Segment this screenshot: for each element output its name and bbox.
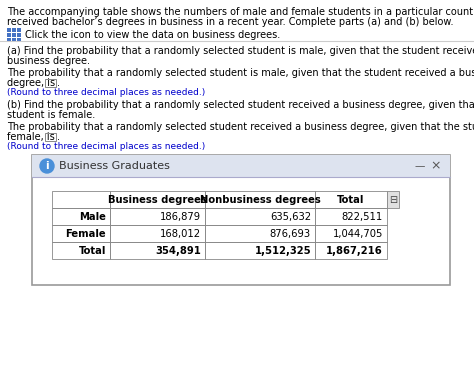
Text: 1,512,325: 1,512,325 — [255, 245, 311, 256]
Text: The probability that a randomly selected student is male, given that the student: The probability that a randomly selected… — [7, 68, 474, 78]
Bar — [7, 33, 11, 37]
Text: (a) Find the probability that a randomly selected student is male, given that th: (a) Find the probability that a randomly… — [7, 46, 474, 56]
Text: 168,012: 168,012 — [160, 229, 201, 238]
Text: Male: Male — [79, 212, 106, 221]
Text: ⊟: ⊟ — [389, 194, 397, 205]
Text: 635,632: 635,632 — [270, 212, 311, 221]
Circle shape — [40, 159, 54, 173]
Bar — [12, 38, 16, 42]
Bar — [110, 208, 205, 225]
Text: 822,511: 822,511 — [342, 212, 383, 221]
Text: Click the icon to view the data on business degrees.: Click the icon to view the data on busin… — [25, 30, 280, 40]
Text: The probability that a randomly selected student received a business degree, giv: The probability that a randomly selected… — [7, 122, 474, 132]
Bar — [46, 79, 56, 87]
Bar — [110, 242, 205, 259]
Bar — [17, 33, 21, 37]
Bar — [17, 28, 21, 32]
Bar — [52, 242, 110, 259]
Bar — [17, 38, 21, 42]
Bar — [110, 191, 205, 208]
Bar — [205, 191, 315, 208]
Bar — [32, 155, 450, 177]
Text: (Round to three decimal places as needed.): (Round to three decimal places as needed… — [7, 88, 205, 97]
Bar — [387, 191, 399, 208]
Text: student is female.: student is female. — [7, 110, 95, 120]
Text: 1,867,216: 1,867,216 — [326, 245, 383, 256]
Text: business degree.: business degree. — [7, 56, 90, 66]
Bar — [52, 225, 110, 242]
Text: 186,879: 186,879 — [160, 212, 201, 221]
Bar — [315, 208, 387, 225]
Text: Business degrees: Business degrees — [108, 194, 207, 205]
Bar — [12, 28, 16, 32]
Bar — [52, 191, 110, 208]
Text: (b) Find the probability that a randomly selected student received a business de: (b) Find the probability that a randomly… — [7, 100, 474, 110]
Bar — [7, 38, 11, 42]
Text: Nonbusiness degrees: Nonbusiness degrees — [200, 194, 320, 205]
Text: —: — — [415, 161, 425, 171]
Bar — [315, 225, 387, 242]
Bar — [205, 208, 315, 225]
Bar — [205, 225, 315, 242]
Text: Female: Female — [65, 229, 106, 238]
Text: (Round to three decimal places as needed.): (Round to three decimal places as needed… — [7, 142, 205, 151]
Text: i: i — [45, 161, 49, 171]
Bar — [52, 208, 110, 225]
Text: ×: × — [431, 160, 441, 172]
Text: .: . — [57, 78, 61, 88]
Text: Total: Total — [79, 245, 106, 256]
Bar — [110, 225, 205, 242]
Bar — [7, 28, 11, 32]
Text: 354,891: 354,891 — [155, 245, 201, 256]
Text: 876,693: 876,693 — [270, 229, 311, 238]
Bar — [46, 133, 56, 141]
Bar — [205, 242, 315, 259]
Text: 1,044,705: 1,044,705 — [333, 229, 383, 238]
Text: Business Graduates: Business Graduates — [59, 161, 170, 171]
Text: Total: Total — [337, 194, 365, 205]
Text: degree, is: degree, is — [7, 78, 55, 88]
Text: The accompanying table shows the numbers of male and female students in a partic: The accompanying table shows the numbers… — [7, 7, 474, 17]
FancyBboxPatch shape — [32, 155, 450, 285]
Bar — [315, 191, 387, 208]
Bar — [315, 242, 387, 259]
Text: received bachelor’s degrees in business in a recent year. Complete parts (a) and: received bachelor’s degrees in business … — [7, 17, 454, 27]
Bar — [12, 33, 16, 37]
Text: female, is: female, is — [7, 132, 55, 142]
Text: .: . — [57, 132, 61, 142]
